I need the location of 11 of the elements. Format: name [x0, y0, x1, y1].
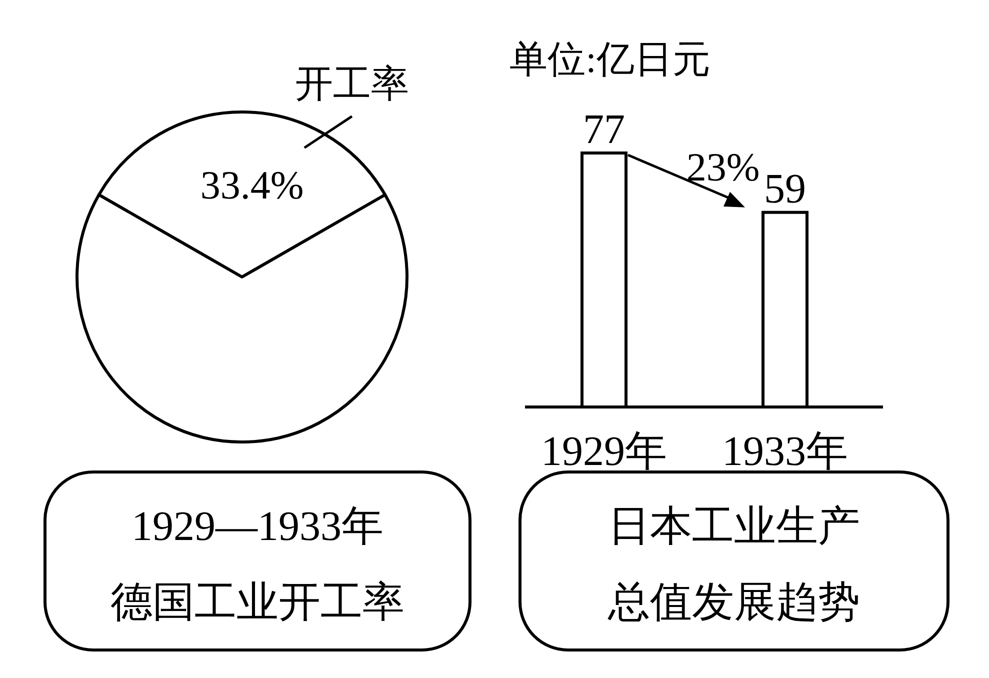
category-label: 开工率 — [294, 63, 409, 106]
title: 日本工业生产总值发展趋势 — [608, 504, 860, 626]
data-label: 59 — [764, 166, 806, 212]
title: 1929—1933年 — [132, 504, 384, 550]
subtitle: 德国工业开工率 — [110, 580, 404, 626]
category-label: 1933年 — [722, 429, 848, 475]
category-label: 1929年 — [541, 429, 667, 475]
value-label: 33.4% — [200, 162, 304, 208]
annotation: 单位:亿日元 — [510, 39, 710, 81]
data-label: 77 — [583, 107, 625, 153]
annotation: 23% — [686, 144, 760, 190]
